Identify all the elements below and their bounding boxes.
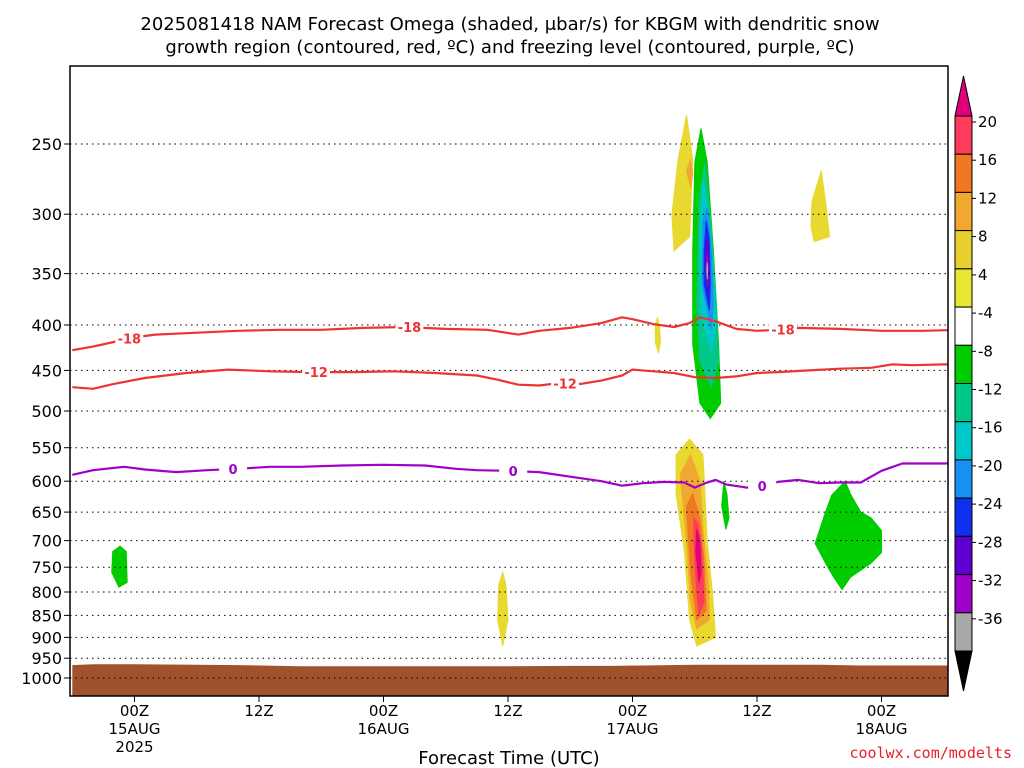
colorbar-label-12: -32 [978, 572, 1003, 590]
colorbar-swatch-6 [954, 344, 973, 384]
pressure-axis: 250 300 350 400 450 500 550 600 650 700 750 800 850 9… [21, 135, 70, 688]
colorbar-label-6: -8 [978, 342, 993, 360]
colorbar-swatch-4 [954, 268, 973, 308]
contour-label-bg-neg12-1 [551, 375, 580, 392]
ytick-label-400: 400 [31, 316, 62, 335]
colorbar-swatch-8 [954, 421, 973, 461]
colorbar-swatch-3 [954, 230, 973, 270]
contour-label-0-0: 0 [229, 463, 238, 478]
xtick-label-4: 00Z [618, 702, 647, 720]
omega-shade-4-1 [810, 170, 831, 243]
xtick-label-6: 00Z [867, 702, 896, 720]
colorbar-label-9: -20 [978, 457, 1003, 475]
omega-shading-layer [111, 115, 882, 647]
colorbar-swatch-0 [954, 115, 973, 155]
colorbar-swatch-5 [954, 306, 973, 346]
terrain-layer [72, 664, 948, 696]
colorbar-label-4: 4 [978, 266, 988, 284]
x-axis-label: Forecast Time (UTC) [418, 748, 599, 768]
colorbar-swatch-11 [954, 535, 973, 576]
contour-label-bg-0-2 [748, 478, 777, 495]
ytick-label-300: 300 [31, 205, 62, 224]
omega-shade-neg4-2 [721, 481, 730, 530]
contour-label-bg-neg18-2 [768, 321, 797, 338]
contour-label-neg18-0: -18 [118, 333, 142, 348]
omega-shade-8-0 [685, 158, 694, 188]
ytick-label-950: 950 [31, 649, 62, 668]
xtick-label-0: 00Z [120, 702, 149, 720]
colorbar-label-3: 8 [978, 228, 988, 246]
omega-colorbar: 20 16 12 8 4 -4 -8 -12 -16 -20 -24 -28 -32 -36 [954, 75, 1003, 692]
xtick-label-1: 12Z [244, 702, 273, 720]
colorbar-label-0: 20 [978, 113, 997, 131]
omega-shade-4-2 [654, 317, 662, 354]
contour-label-bg-0-1 [499, 463, 528, 480]
contour-label-bg-0-0 [219, 461, 248, 478]
chart-title-line-2: growth region (contoured, red, ºC) and f… [165, 37, 854, 58]
ytick-label-500: 500 [31, 402, 62, 421]
credit-link[interactable]: coolwx.com/modelts [849, 744, 1012, 762]
ytick-label-450: 450 [31, 361, 62, 380]
colorbar-label-11: -28 [978, 533, 1003, 551]
omega-shade-4-3 [497, 570, 509, 646]
contour-label-neg18-2: -18 [771, 323, 795, 338]
temperature-contours: -18 -18 -18 -12 -12 0 0 0 [72, 316, 948, 495]
colorbar-swatch-7 [954, 383, 973, 423]
ytick-label-850: 850 [31, 606, 62, 625]
colorbar-label-8: -16 [978, 419, 1003, 437]
xtick-year-0: 2025 [115, 738, 153, 756]
xtick-date-6: 18AUG [856, 720, 908, 738]
contour-label-neg12-1: -12 [553, 377, 577, 392]
contour-label-neg18-1: -18 [398, 321, 422, 336]
colorbar-label-7: -12 [978, 381, 1003, 399]
ytick-label-700: 700 [31, 532, 62, 551]
colorbar-label-5: -4 [978, 304, 993, 322]
omega-shade-neg32-0 [706, 262, 709, 280]
xtick-date-0: 15AUG [109, 720, 161, 738]
ytick-label-550: 550 [31, 439, 62, 458]
colorbar-swatch-9 [954, 459, 973, 499]
ytick-label-750: 750 [31, 558, 62, 577]
ytick-label-600: 600 [31, 472, 62, 491]
colorbar-swatch-1 [954, 153, 973, 193]
ytick-label-650: 650 [31, 503, 62, 522]
xtick-label-2: 00Z [369, 702, 398, 720]
contour-label-bg-neg12-0 [302, 364, 331, 381]
contour-label-neg12-0: -12 [304, 366, 328, 381]
colorbar-swatch-10 [954, 497, 973, 537]
colorbar-swatch-13 [954, 612, 973, 652]
omega-shade-20-0 [695, 529, 702, 583]
ytick-label-350: 350 [31, 265, 62, 284]
colorbar-label-1: 16 [978, 151, 997, 169]
colorbar-label-10: -24 [978, 495, 1003, 513]
ytick-label-250: 250 [31, 135, 62, 154]
colorbar-swatch-2 [954, 191, 973, 232]
contour-label-0-2: 0 [758, 480, 767, 495]
ytick-label-900: 900 [31, 628, 62, 647]
xtick-date-2: 16AUG [358, 720, 410, 738]
terrain-fill [72, 664, 948, 696]
colorbar-label-2: 12 [978, 189, 997, 207]
omega-shade-neg4-3 [814, 480, 882, 591]
contour-label-bg-neg18-1 [395, 319, 424, 336]
xtick-label-5: 12Z [742, 702, 771, 720]
chart-title-line-1: 2025081418 NAM Forecast Omega (shaded, μ… [140, 14, 879, 35]
contour-line-neg12 [72, 363, 948, 390]
colorbar-label-13: -36 [978, 610, 1003, 628]
plot-frame [69, 65, 949, 697]
ytick-label-800: 800 [31, 583, 62, 602]
colorbar-bottom-arrow [954, 650, 973, 692]
omega-shade-4-0 [671, 115, 694, 252]
xtick-label-3: 12Z [493, 702, 522, 720]
contour-label-bg-neg18-0 [115, 330, 144, 347]
colorbar-swatch-12 [954, 574, 973, 614]
xtick-date-4: 17AUG [607, 720, 659, 738]
ytick-label-1000: 1000 [21, 669, 62, 688]
omega-shade-neg4-1 [111, 545, 128, 588]
contour-label-0-1: 0 [509, 465, 518, 480]
